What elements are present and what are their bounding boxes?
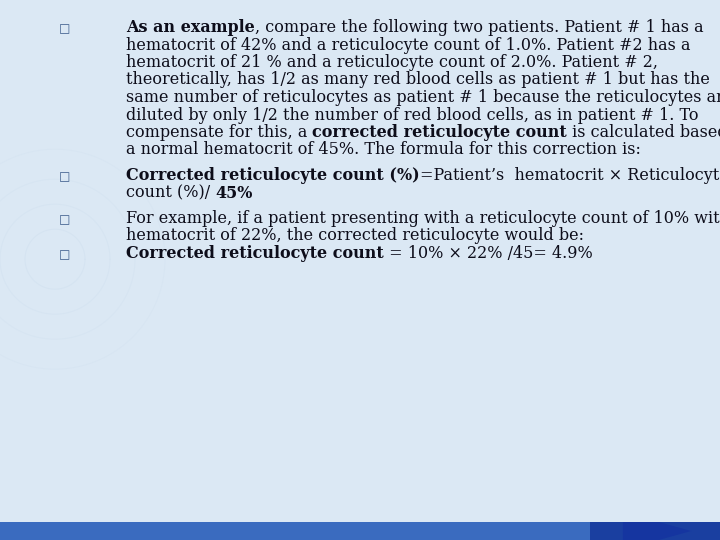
Text: □: □ [59,170,71,183]
Text: hematocrit of 22%, the corrected reticulocyte would be:: hematocrit of 22%, the corrected reticul… [126,227,584,245]
Text: hematocrit of 42% and a reticulocyte count of 1.0%. Patient #2 has a: hematocrit of 42% and a reticulocyte cou… [126,37,690,53]
Text: 45%: 45% [215,185,253,201]
Text: a normal hematocrit of 45%. The formula for this correction is:: a normal hematocrit of 45%. The formula … [126,141,641,159]
Text: , compare the following two patients. Patient # 1 has a: , compare the following two patients. Pa… [255,19,703,36]
Bar [0,522,590,540]
Text: count (%)/: count (%)/ [126,185,215,201]
Text: same number of reticulocytes as patient # 1 because the reticulocytes are: same number of reticulocytes as patient … [126,89,720,106]
Text: As an example: As an example [126,19,255,36]
Text: Corrected reticulocyte count: Corrected reticulocyte count [126,245,384,262]
Text: □: □ [59,22,71,35]
Text: Corrected reticulocyte count (%): Corrected reticulocyte count (%) [126,167,420,184]
Text: corrected reticulocyte count: corrected reticulocyte count [312,124,567,141]
Text: =Patient’s  hematocrit × Reticulocyte: =Patient’s hematocrit × Reticulocyte [420,167,720,184]
Text: is calculated based on: is calculated based on [567,124,720,141]
Text: For example, if a patient presenting with a reticulocyte count of 10% with a: For example, if a patient presenting wit… [126,210,720,227]
Text: □: □ [59,248,71,261]
Text: diluted by only 1/2 the number of red blood cells, as in patient # 1. To: diluted by only 1/2 the number of red bl… [126,106,698,124]
Bar [590,522,720,540]
Text: □: □ [59,213,71,226]
Polygon shape [623,522,691,540]
Text: compensate for this, a: compensate for this, a [126,124,312,141]
Text: hematocrit of 21 % and a reticulocyte count of 2.0%. Patient # 2,: hematocrit of 21 % and a reticulocyte co… [126,54,658,71]
Text: = 10% × 22% /45= 4.9%: = 10% × 22% /45= 4.9% [384,245,593,262]
Text: theoretically, has 1/2 as many red blood cells as patient # 1 but has the: theoretically, has 1/2 as many red blood… [126,71,710,89]
